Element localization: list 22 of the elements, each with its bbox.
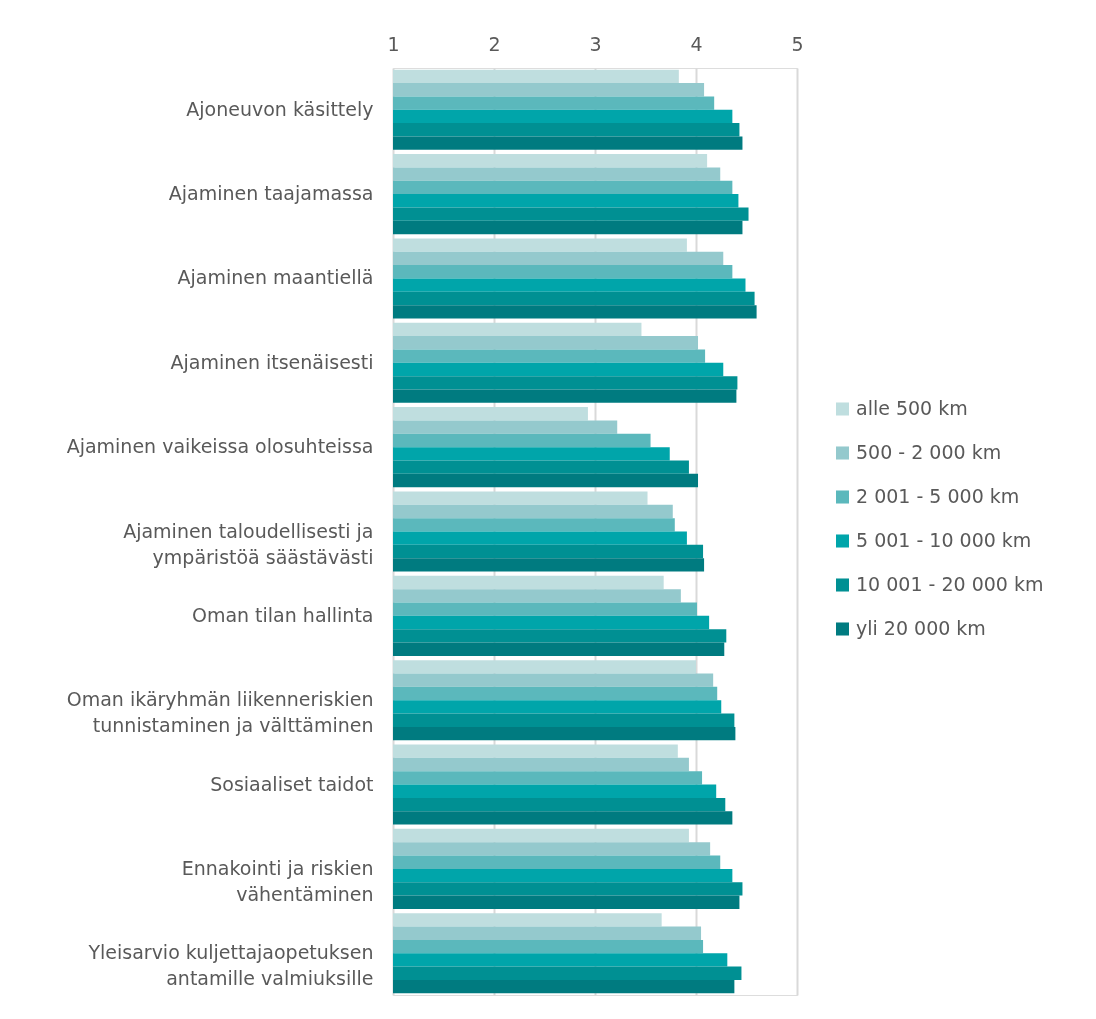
y-tick-label: Ajaminen vaikeissa olosuhteissa (66, 435, 374, 458)
x-tick-label: 4 (690, 32, 703, 55)
y-tick-label: Ajaminen maantiellä (177, 266, 374, 289)
legend-label: yli 20 000 km (856, 617, 986, 639)
y-tick-label: Ennakointi ja riskien vähentäminen (181, 856, 374, 905)
legend-label: 500 - 2 000 km (856, 441, 1002, 463)
y-tick-label: Yleisarvio kuljettajaopetuksen antamille valmiuksille (87, 941, 374, 990)
y-tick-label: Oman ikäryhmän liikenneriskien tunnistaminen ja välttäminen (66, 688, 374, 737)
x-tick-label: 1 (387, 32, 400, 55)
x-tick-label: 5 (791, 32, 804, 55)
legend-label: alle 500 km (856, 397, 968, 419)
legend-label: 5 001 - 10 000 km (856, 529, 1032, 551)
legend-label: 10 001 - 20 000 km (856, 573, 1044, 595)
y-tick-label: Ajoneuvon käsittely (186, 97, 374, 120)
x-tick-label: 3 (589, 32, 602, 55)
legend-label: 2 001 - 5 000 km (856, 485, 1020, 507)
y-tick-label: Oman tilan hallinta (191, 603, 374, 626)
x-tick-label: 2 (488, 32, 501, 55)
y-tick-label: Ajaminen taloudellisesti ja ympäristöä säästävästi (123, 519, 374, 568)
y-tick-label: Sosiaaliset taidot (210, 772, 374, 795)
y-tick-label: Ajaminen itsenäisesti (170, 350, 374, 373)
y-tick-label: Ajaminen taajamassa (168, 182, 374, 205)
